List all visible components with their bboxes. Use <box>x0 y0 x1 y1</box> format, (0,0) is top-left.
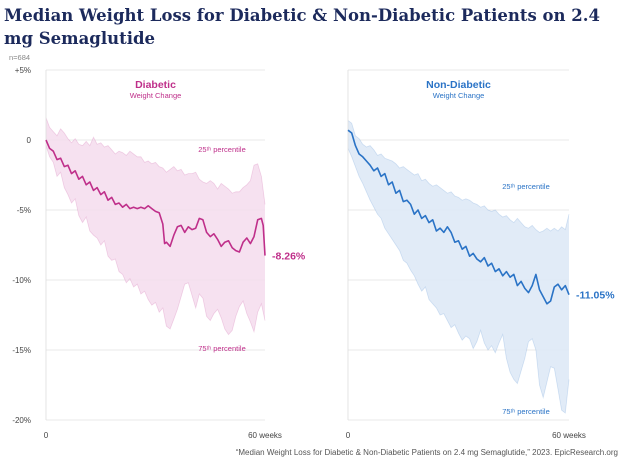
end-value-label: -11.05% <box>576 290 615 302</box>
lower-percentile-label: 75ᵗʰ percentile <box>502 407 549 416</box>
y-tick-label: -10% <box>12 276 31 285</box>
y-tick-label: 0 <box>27 136 32 145</box>
y-tick-label: -5% <box>17 206 31 215</box>
x-tick-label: 60 weeks <box>552 431 586 440</box>
sample-size-note: n=684 <box>9 53 30 62</box>
median-line <box>45 139 266 256</box>
upper-percentile-line <box>347 120 570 233</box>
source-citation: “Median Weight Loss for Diabetic & Non-D… <box>235 448 618 457</box>
percentile-band <box>46 117 265 335</box>
panel-subtitle: Weight Change <box>130 91 182 100</box>
y-tick-label: +5% <box>15 66 31 75</box>
y-tick-label: -15% <box>12 346 31 355</box>
upper-percentile-label: 25ᵗʰ percentile <box>198 145 245 154</box>
upper-percentile-line <box>45 117 266 205</box>
median-line <box>347 129 570 305</box>
upper-percentile-label: 25ᵗʰ percentile <box>502 182 549 191</box>
x-tick-label: 0 <box>346 431 351 440</box>
lower-percentile-label: 75ᵗʰ percentile <box>198 344 245 353</box>
panel-title: Diabetic <box>135 79 176 91</box>
chart-title: Median Weight Loss for Diabetic & Non-Di… <box>4 6 601 48</box>
panel-title: Non-Diabetic <box>426 79 491 91</box>
y-tick-label: -20% <box>12 416 31 425</box>
percentile-band <box>348 120 569 414</box>
lower-percentile-line <box>347 148 570 414</box>
end-value-label: -8.26% <box>272 251 306 263</box>
y-axis: +5% 0 -5% -10% -15% -20% <box>12 66 31 425</box>
lower-percentile-line <box>45 145 266 336</box>
panel-subtitle: Weight Change <box>433 91 485 100</box>
x-tick-label: 0 <box>44 431 49 440</box>
x-tick-label: 60 weeks <box>248 431 282 440</box>
